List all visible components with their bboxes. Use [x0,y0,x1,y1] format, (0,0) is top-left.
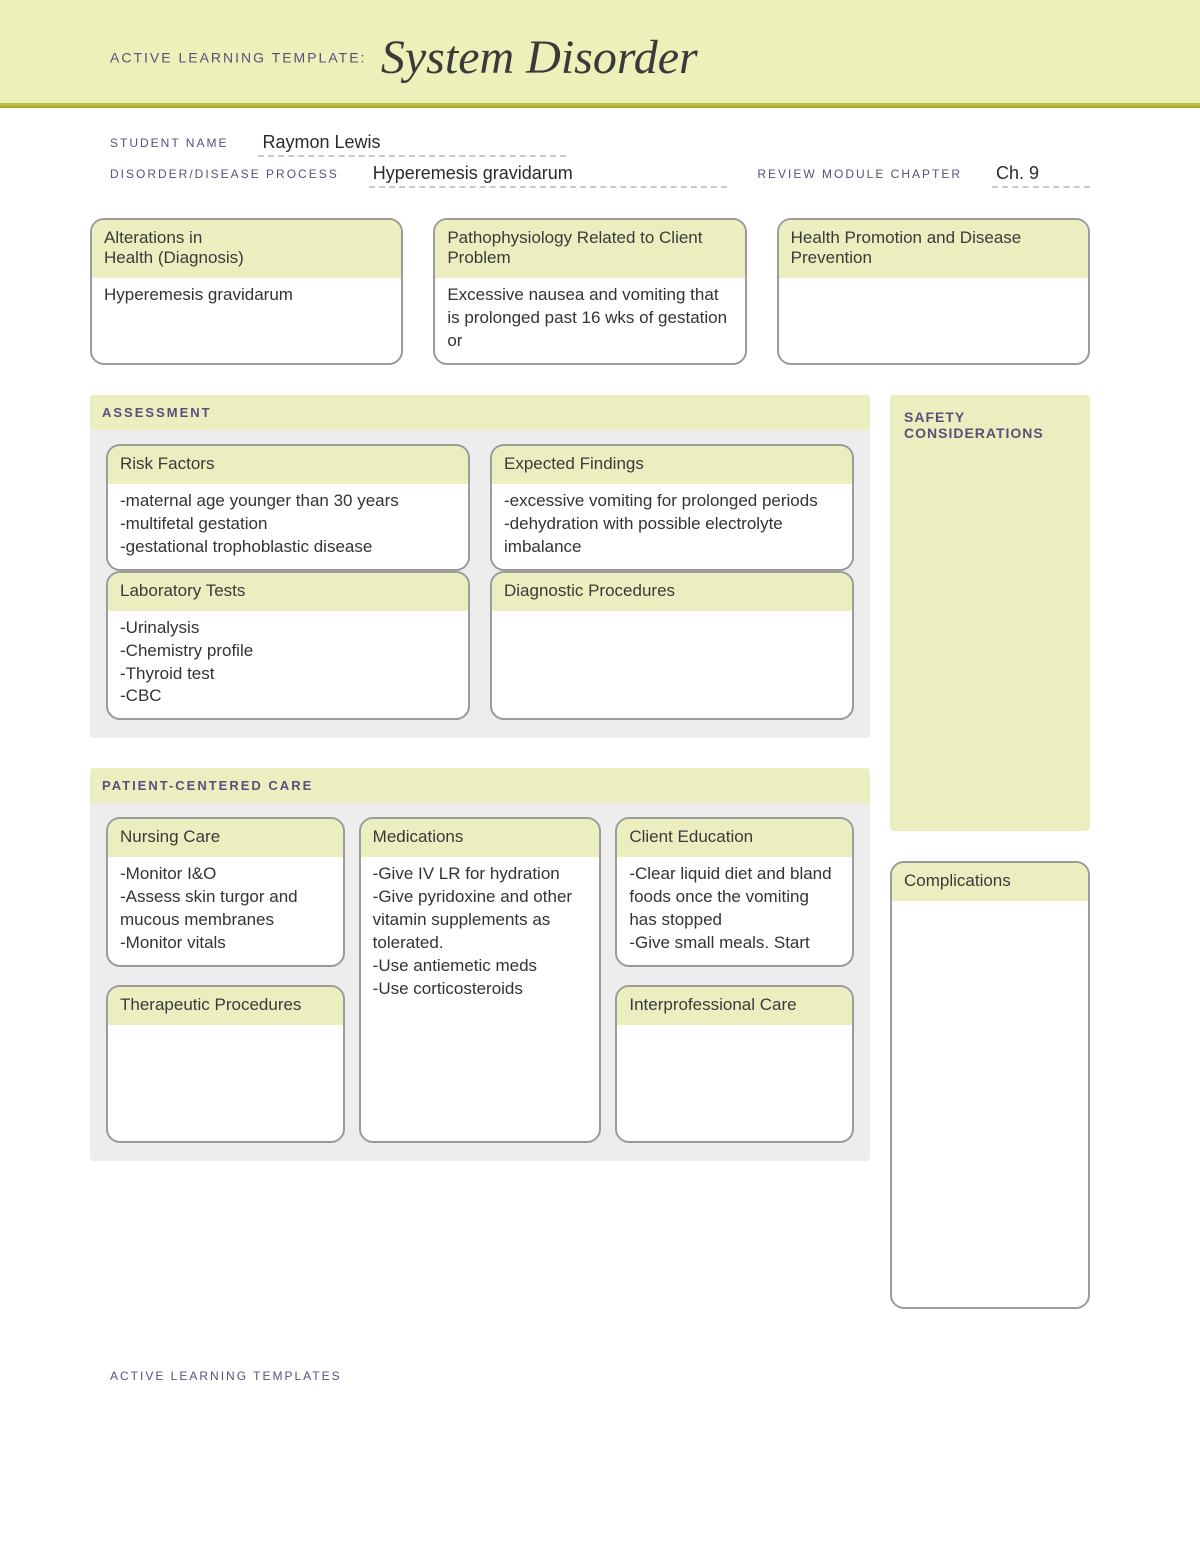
card-interprofessional-care-head: Interprofessional Care [617,987,852,1025]
card-pathophysiology: Pathophysiology Related to Client Proble… [433,218,746,365]
card-medications: Medications -Give IV LR for hydration -G… [359,817,602,1143]
disorder-label: DISORDER/DISEASE PROCESS [110,163,339,188]
card-risk-factors-head: Risk Factors [108,446,468,484]
card-risk-factors-body[interactable]: -maternal age younger than 30 years -mul… [108,484,468,569]
section-pcc: PATIENT-CENTERED CARE Nursing Care -Moni… [90,768,870,1161]
section-assessment: ASSESSMENT Risk Factors -maternal age yo… [90,395,870,739]
card-diagnostic-procedures-body[interactable] [492,611,852,717]
card-therapeutic-procedures: Therapeutic Procedures [106,985,345,1143]
card-client-education: Client Education -Clear liquid diet and … [615,817,854,967]
card-pathophysiology-head: Pathophysiology Related to Client Proble… [435,220,744,278]
card-nursing-care-head: Nursing Care [108,819,343,857]
card-alterations: Alterations in Health (Diagnosis) Hypere… [90,218,403,365]
card-therapeutic-procedures-body[interactable] [108,1025,343,1141]
card-health-promotion-head: Health Promotion and Disease Prevention [779,220,1088,278]
panel-safety-considerations[interactable]: SAFETY CONSIDERATIONS [890,395,1090,831]
card-client-education-body[interactable]: -Clear liquid diet and bland foods once … [617,857,852,965]
card-nursing-care-body[interactable]: -Monitor I&O -Assess skin turgor and muc… [108,857,343,965]
card-nursing-care: Nursing Care -Monitor I&O -Assess skin t… [106,817,345,967]
card-interprofessional-care: Interprofessional Care [615,985,854,1143]
card-medications-head: Medications [361,819,600,857]
card-lab-tests: Laboratory Tests -Urinalysis -Chemistry … [106,571,470,721]
card-client-education-head: Client Education [617,819,852,857]
section-pcc-header: PATIENT-CENTERED CARE [90,768,870,803]
card-pathophysiology-body[interactable]: Excessive nausea and vomiting that is pr… [435,278,744,363]
section-assessment-header: ASSESSMENT [90,395,870,430]
footer-text: ACTIVE LEARNING TEMPLATES [110,1369,1090,1383]
card-complications: Complications [890,861,1090,1309]
card-health-promotion-body[interactable] [779,278,1088,294]
banner-prefix: ACTIVE LEARNING TEMPLATE: [110,50,366,66]
card-diagnostic-procedures-head: Diagnostic Procedures [492,573,852,611]
banner-title: System Disorder [381,31,698,84]
card-lab-tests-head: Laboratory Tests [108,573,468,611]
chapter-field[interactable]: Ch. 9 [992,163,1090,188]
card-complications-head: Complications [892,863,1088,901]
student-name-field[interactable]: Raymon Lewis [258,132,566,157]
student-name-label: STUDENT NAME [110,132,228,157]
disorder-field[interactable]: Hyperemesis gravidarum [369,163,728,188]
card-risk-factors: Risk Factors -maternal age younger than … [106,444,470,571]
card-interprofessional-care-body[interactable] [617,1025,852,1141]
card-therapeutic-procedures-head: Therapeutic Procedures [108,987,343,1025]
card-expected-findings: Expected Findings -excessive vomiting fo… [490,444,854,571]
banner-rule [0,103,1200,108]
card-health-promotion: Health Promotion and Disease Prevention [777,218,1090,365]
chapter-label: REVIEW MODULE CHAPTER [757,163,962,188]
card-lab-tests-body[interactable]: -Urinalysis -Chemistry profile -Thyroid … [108,611,468,719]
card-expected-findings-head: Expected Findings [492,446,852,484]
card-diagnostic-procedures: Diagnostic Procedures [490,571,854,721]
panel-safety-considerations-header: SAFETY CONSIDERATIONS [904,409,1044,441]
banner: ACTIVE LEARNING TEMPLATE: System Disorde… [0,0,1200,103]
meta-block: STUDENT NAME Raymon Lewis DISORDER/DISEA… [110,132,1090,188]
card-medications-body[interactable]: -Give IV LR for hydration -Give pyridoxi… [361,857,600,1011]
card-alterations-body[interactable]: Hyperemesis gravidarum [92,278,401,317]
card-expected-findings-body[interactable]: -excessive vomiting for prolonged period… [492,484,852,569]
card-alterations-head: Alterations in Health (Diagnosis) [92,220,401,278]
